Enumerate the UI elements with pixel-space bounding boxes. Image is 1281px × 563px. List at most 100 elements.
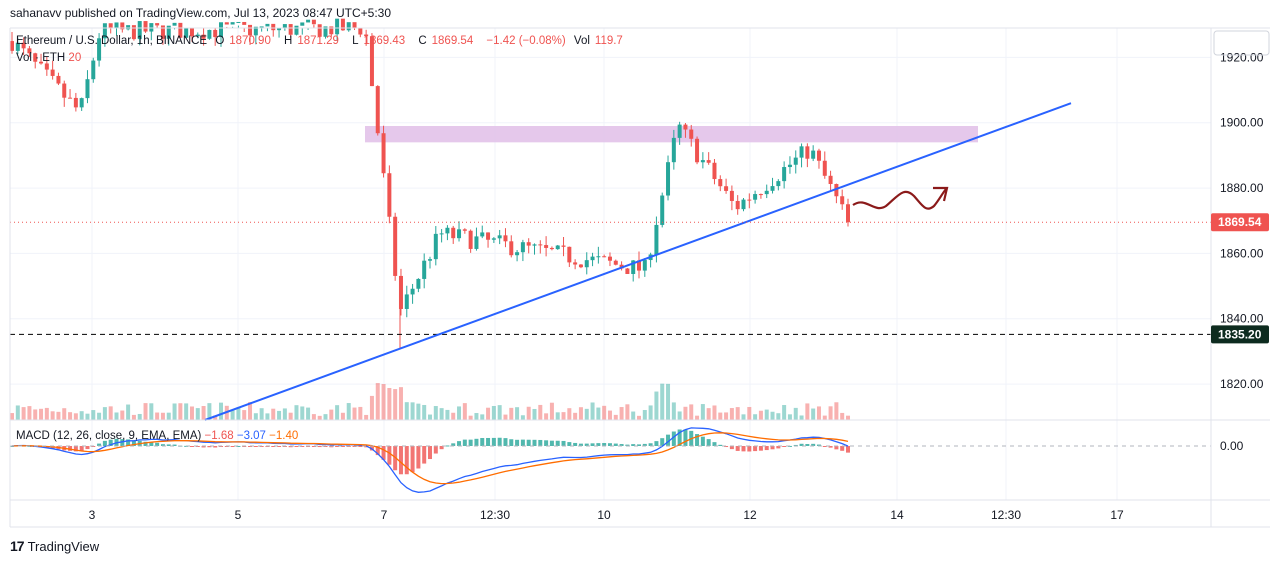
- candle-body: [265, 23, 270, 27]
- candle-body: [120, 22, 125, 30]
- candle-body: [340, 18, 345, 31]
- candle-body: [544, 245, 549, 248]
- macd-hist-bar: [68, 446, 73, 451]
- candle-body: [79, 98, 84, 108]
- price-axis[interactable]: 1920.00 1900.00 1880.00 1860.00 1840.00 1820.…: [1220, 50, 1264, 391]
- candle-body: [799, 146, 804, 158]
- candle-body: [590, 256, 595, 261]
- candle-body: [480, 232, 485, 237]
- volume-bar: [21, 407, 26, 420]
- macd-hist-bar: [561, 440, 566, 446]
- macd-hist-bar: [166, 444, 171, 446]
- candle-body: [294, 25, 299, 35]
- volume-bar: [393, 389, 398, 420]
- volume-bar: [509, 407, 514, 420]
- volume-bar: [364, 414, 369, 420]
- candle-body: [805, 146, 810, 159]
- volume-bar: [735, 407, 740, 420]
- macd-hist-bar: [381, 446, 386, 460]
- candle-body: [73, 97, 78, 108]
- volume-bar: [538, 404, 543, 420]
- candle-body: [735, 200, 740, 210]
- macd-histogram: [10, 429, 850, 475]
- candle-body: [631, 260, 636, 274]
- volume-bar: [764, 409, 769, 420]
- macd-legend-label[interactable]: MACD (12, 26, close, 9, EMA, EMA): [16, 430, 202, 442]
- macd-hist-bar: [428, 446, 432, 460]
- macd-hist-bar: [741, 446, 746, 452]
- vol-value: 119.7: [594, 35, 623, 47]
- candle-body: [654, 224, 659, 255]
- macd-hist-bar: [271, 446, 276, 447]
- candle-body: [68, 97, 73, 99]
- candle-body: [486, 232, 491, 240]
- candle-body: [195, 34, 200, 37]
- candle-body: [160, 25, 165, 39]
- candle-body: [50, 69, 55, 76]
- macd-hist-bar: [236, 445, 241, 447]
- macd-hist-bar: [677, 429, 682, 446]
- candle-body: [213, 29, 218, 38]
- candle-body: [625, 268, 630, 274]
- candle-body: [840, 196, 845, 205]
- macd-hist-bar: [619, 444, 624, 446]
- candle-body: [44, 63, 49, 70]
- volume-bar: [155, 412, 160, 420]
- volume-legend-label[interactable]: Vol · ETH: [16, 52, 66, 64]
- macd-hist-bar: [433, 446, 438, 454]
- volume-bar: [654, 391, 659, 420]
- candle-body: [613, 260, 618, 265]
- macd-hist-bar: [340, 446, 345, 447]
- trendline[interactable]: [204, 102, 1072, 421]
- candle-body: [329, 26, 334, 35]
- macd-axis[interactable]: 0.00: [1220, 439, 1244, 453]
- macd-hist-bar: [189, 446, 194, 447]
- volume-bar: [340, 412, 345, 420]
- price-tick-label: 1840.00: [1220, 312, 1264, 326]
- volume-bar: [114, 412, 119, 420]
- volume-bar: [613, 414, 618, 420]
- symbol-label[interactable]: Ethereum / U.S. Dollar, 1h, BINANCE: [16, 35, 208, 47]
- macd-line: [11, 427, 849, 493]
- candle-body: [741, 199, 746, 210]
- volume-bar: [39, 408, 44, 420]
- volume-bar: [457, 406, 462, 420]
- candle-body: [753, 194, 758, 200]
- volume-bar: [248, 402, 253, 420]
- macd-hist-bar: [462, 439, 467, 446]
- volume-bar: [56, 411, 61, 420]
- volume-bar: [637, 415, 641, 420]
- volume-bar: [793, 407, 798, 420]
- macd-hist-bar: [213, 446, 218, 448]
- volume-bar: [91, 410, 96, 420]
- volume-bar: [335, 405, 340, 420]
- current-price-badge: 1869.54: [1211, 213, 1269, 232]
- low-value: 1869.43: [363, 35, 406, 47]
- candle-body: [758, 194, 763, 196]
- tradingview-brand[interactable]: TradingView: [27, 538, 100, 554]
- volume-bar: [666, 383, 671, 420]
- volume-bar: [520, 415, 525, 420]
- macd-hist-bar: [97, 443, 102, 446]
- macd-hist-bar: [683, 429, 688, 446]
- candle-body: [346, 22, 351, 31]
- footer: 17 TradingView: [10, 538, 99, 554]
- volume-bar: [776, 413, 781, 420]
- macd-hist-bar: [666, 434, 671, 446]
- scale-box[interactable]: [1213, 30, 1270, 56]
- candle-body: [689, 129, 694, 139]
- macd-hist-bar: [532, 439, 537, 446]
- time-tick-label: 10: [597, 508, 611, 522]
- tradingview-logo[interactable]: 17: [10, 538, 25, 554]
- volume-bar: [607, 410, 612, 420]
- candle-body: [369, 36, 374, 87]
- candle-body: [358, 27, 363, 35]
- macd-hist-bar: [509, 439, 514, 446]
- time-axis[interactable]: 3 5 7 12:30 10 12 14 12:30 17: [89, 508, 1124, 522]
- macd-hist-bar: [515, 439, 520, 446]
- volume-bar: [311, 414, 316, 420]
- volume-bar: [445, 409, 450, 420]
- candle-body: [660, 195, 665, 225]
- candle-body: [811, 150, 816, 159]
